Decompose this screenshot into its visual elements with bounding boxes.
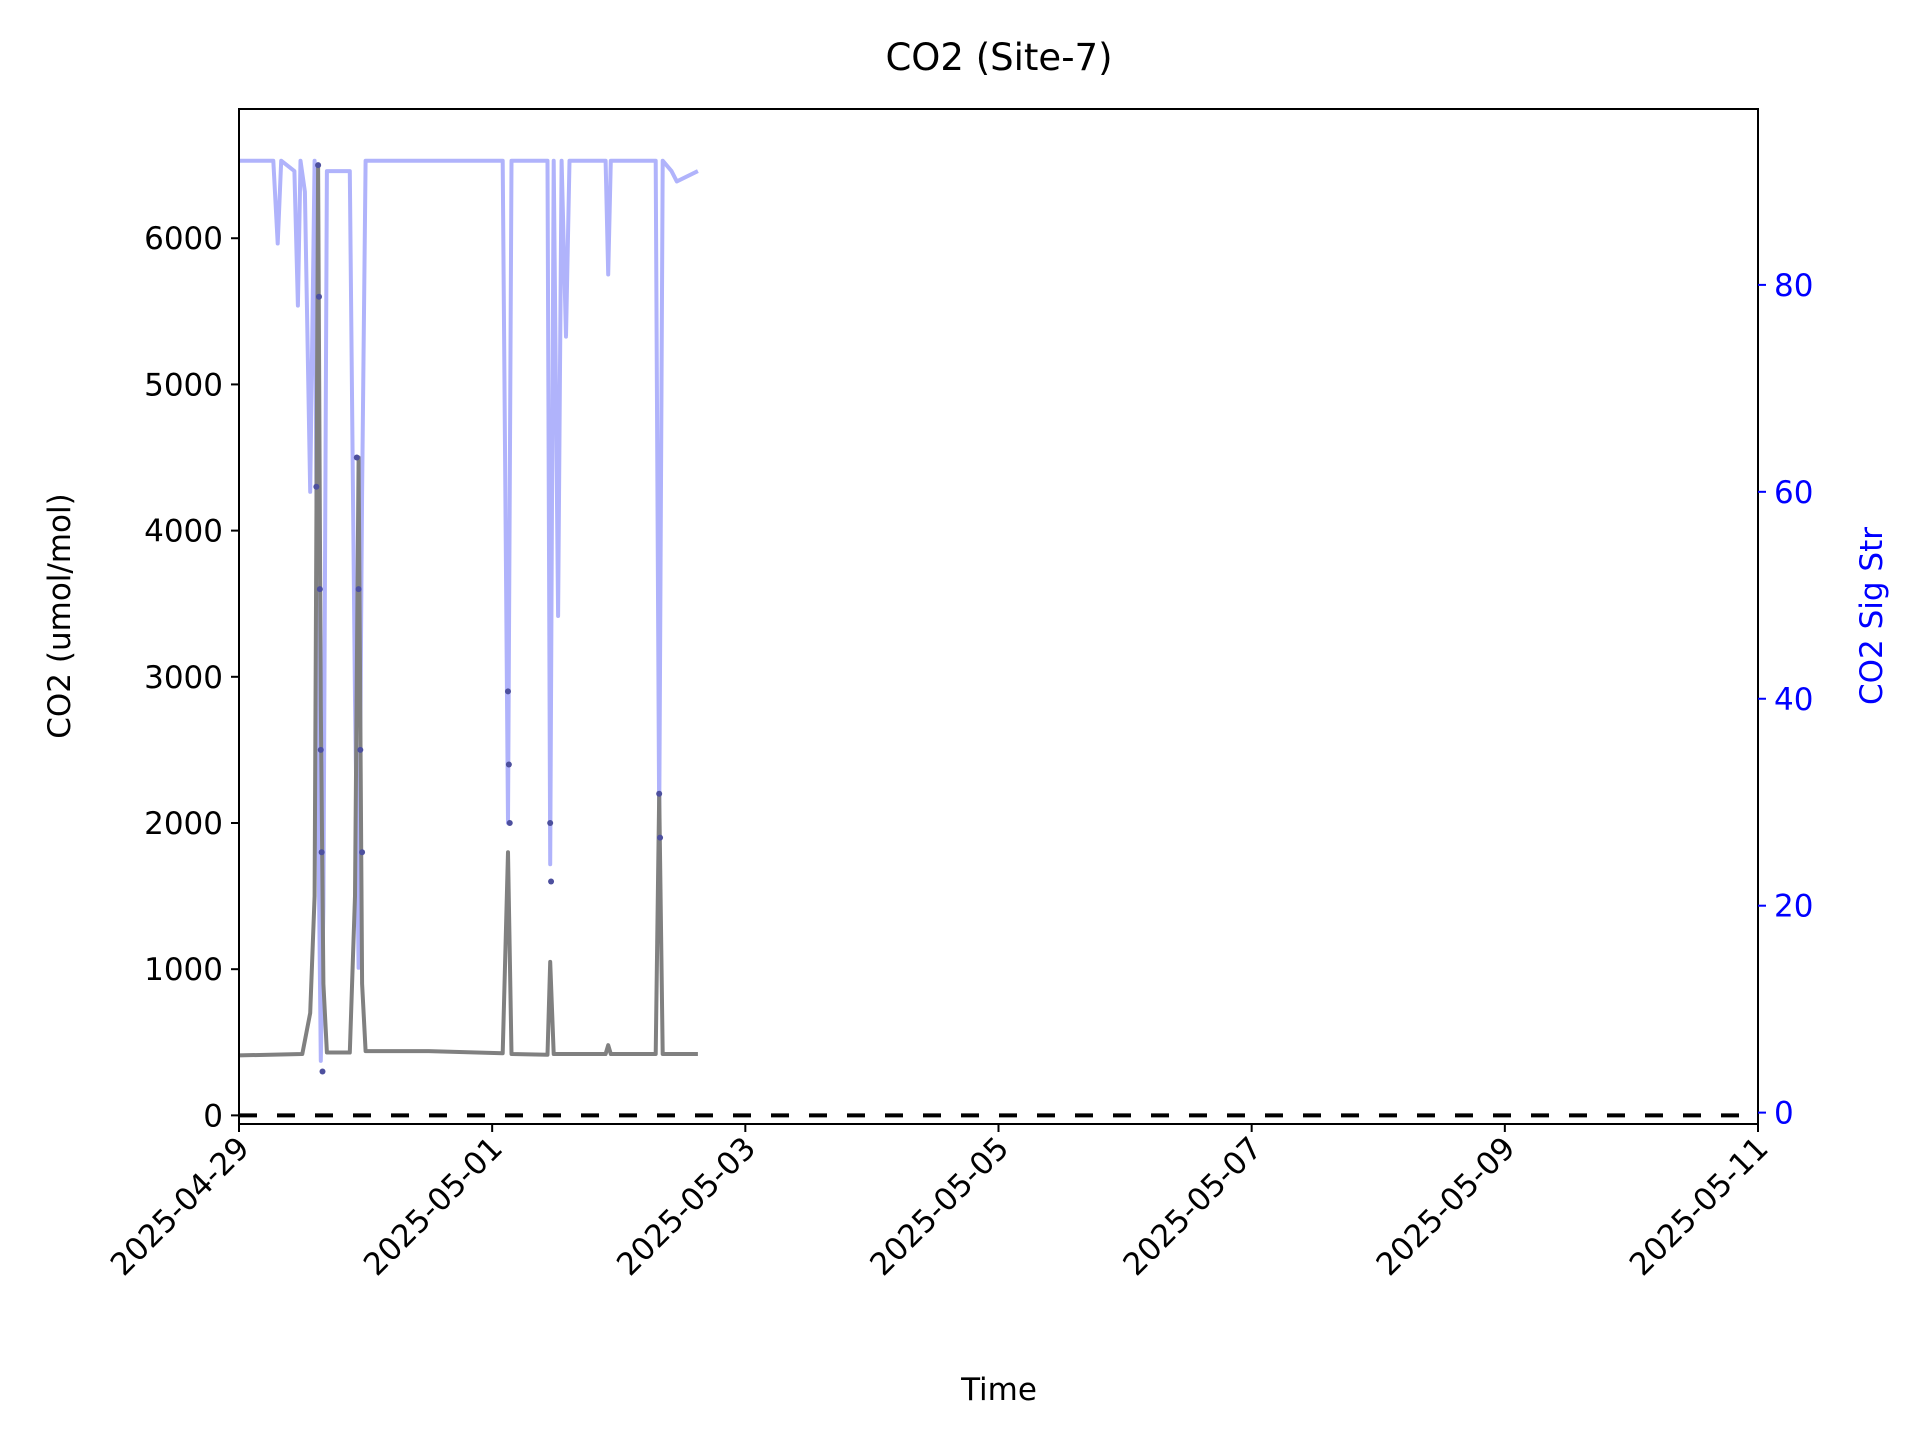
data-point: [548, 878, 555, 885]
chart-title: CO2 (Site-7): [885, 36, 1112, 79]
y-tick-label: 4000: [144, 514, 223, 550]
y-axis-label: CO2 (umol/mol): [42, 493, 78, 738]
y-tick-label: 5000: [144, 367, 223, 403]
y2-tick-label: 0: [1774, 1096, 1794, 1132]
data-point: [359, 849, 366, 856]
y2-axis-label: CO2 Sig Str: [1854, 527, 1890, 705]
data-point: [313, 483, 320, 490]
data-line: [238, 163, 698, 1058]
y-tick-label: 3000: [144, 660, 223, 696]
data-point: [547, 819, 554, 826]
y-tick-label: 0: [203, 1098, 223, 1134]
data-point: [318, 849, 325, 856]
data-point: [317, 746, 324, 753]
data-line: [239, 158, 699, 1063]
y-tick-label: 2000: [144, 806, 223, 842]
data-point: [355, 586, 362, 593]
x-tick-label: 2025-05-05: [863, 1130, 1016, 1283]
y2-tick-label: 60: [1774, 475, 1813, 511]
plot-frame: [238, 108, 1759, 1125]
x-tick-label: 2025-05-07: [1116, 1130, 1269, 1283]
x-tick-label: 2025-05-09: [1370, 1130, 1523, 1283]
x-tick-label: 2025-05-01: [357, 1130, 510, 1283]
y-tick-label: 6000: [144, 221, 223, 257]
data-point: [315, 162, 322, 169]
x-tick-label: 2025-04-29: [104, 1130, 257, 1283]
y2-tick-label: 20: [1774, 889, 1813, 925]
x-tick-label: 2025-05-03: [610, 1130, 763, 1283]
data-point: [656, 790, 663, 797]
x-axis-label: Time: [960, 1372, 1037, 1408]
y2-tick-label: 40: [1774, 682, 1813, 718]
y2-tick-label: 80: [1774, 268, 1813, 304]
data-point: [316, 586, 323, 593]
data-point: [504, 688, 511, 695]
data-point: [353, 454, 360, 461]
data-point: [357, 746, 364, 753]
y-tick-label: 1000: [144, 952, 223, 988]
data-point: [505, 761, 512, 768]
data-point: [506, 819, 513, 826]
data-point: [319, 1068, 326, 1075]
data-point: [315, 293, 322, 300]
x-tick-label: 2025-05-11: [1623, 1130, 1776, 1283]
data-point: [657, 834, 664, 841]
